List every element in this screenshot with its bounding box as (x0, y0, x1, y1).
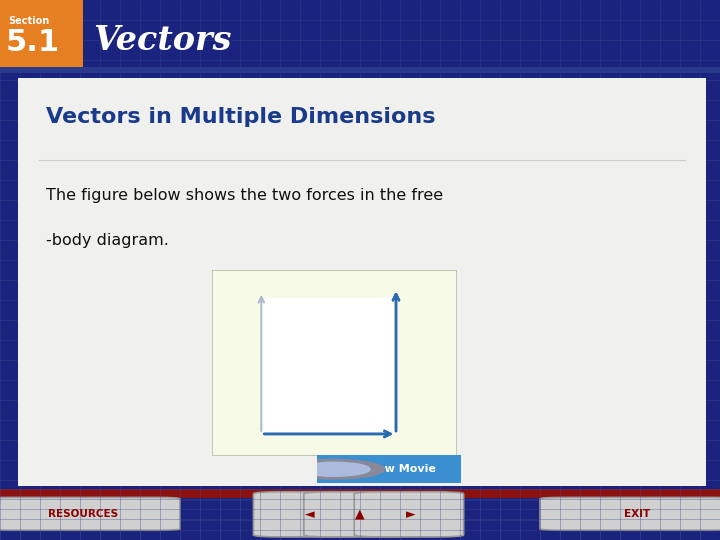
FancyBboxPatch shape (540, 497, 720, 530)
Text: ◄: ◄ (305, 508, 315, 521)
FancyBboxPatch shape (354, 492, 464, 537)
Text: RESOURCES: RESOURCES (48, 509, 118, 519)
Circle shape (298, 462, 370, 476)
Text: View Movie: View Movie (365, 464, 436, 474)
Text: Vectors: Vectors (94, 24, 232, 57)
Text: Section: Section (9, 16, 50, 26)
Circle shape (284, 460, 384, 479)
FancyBboxPatch shape (0, 0, 83, 73)
FancyBboxPatch shape (212, 270, 457, 456)
Text: -body diagram.: -body diagram. (45, 233, 168, 248)
FancyBboxPatch shape (0, 489, 720, 498)
FancyBboxPatch shape (305, 453, 472, 485)
FancyBboxPatch shape (0, 67, 720, 73)
FancyBboxPatch shape (261, 298, 396, 434)
Text: Vectors in Multiple Dimensions: Vectors in Multiple Dimensions (45, 107, 435, 127)
Text: EXIT: EXIT (624, 509, 650, 519)
Text: 5.1: 5.1 (6, 28, 60, 57)
Text: The figure below shows the two forces in the free: The figure below shows the two forces in… (45, 188, 443, 204)
FancyBboxPatch shape (253, 492, 363, 537)
FancyBboxPatch shape (304, 492, 413, 537)
FancyBboxPatch shape (0, 497, 180, 530)
FancyBboxPatch shape (8, 72, 716, 492)
Text: ►: ► (405, 508, 415, 521)
Text: ▲: ▲ (355, 508, 365, 521)
